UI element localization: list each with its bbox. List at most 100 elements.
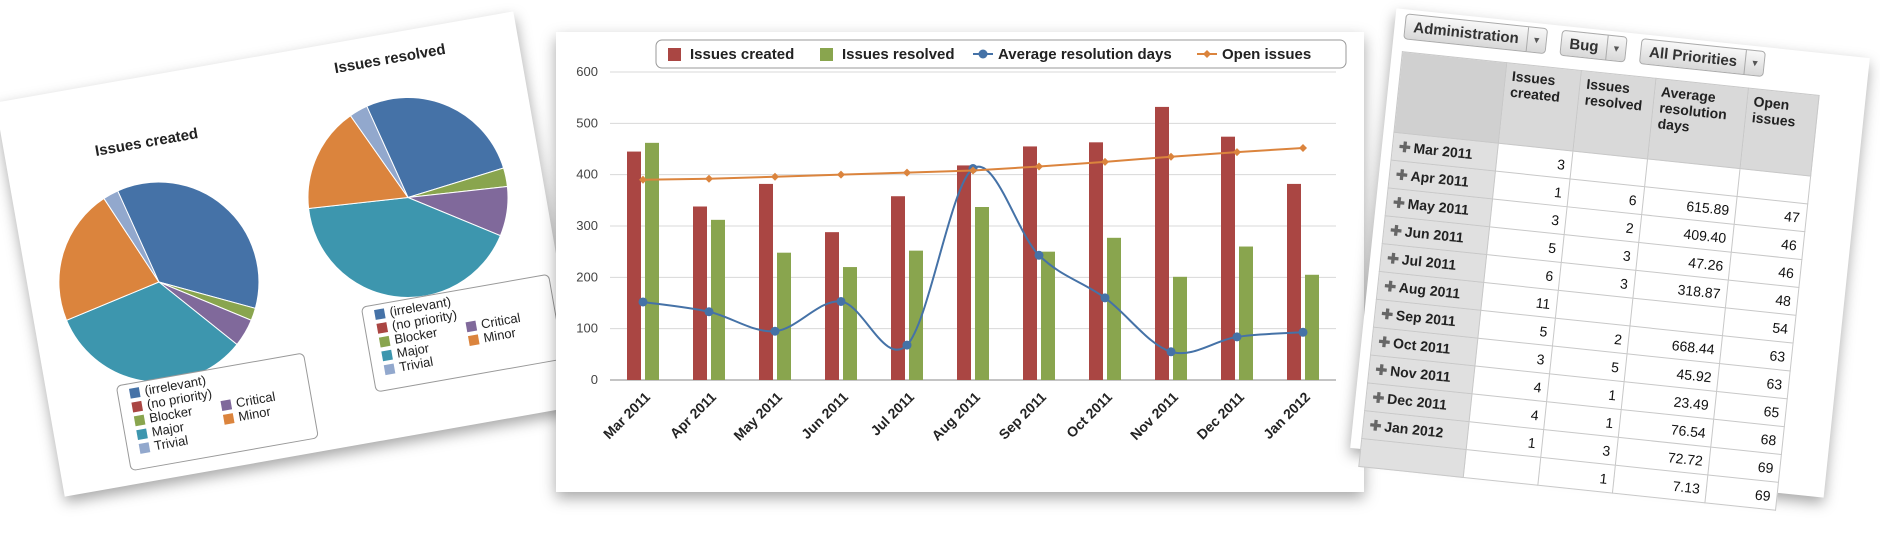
bar-issues-created-nov-2011 [1155,106,1169,380]
pie-1-legend-swatch-no-priority [376,322,389,334]
pie-1-slice-trivial [349,105,409,198]
point-average-resolution-days-may-2011 [770,326,780,336]
point-open-issues-nov-2011 [1167,152,1175,161]
priority-filter-dropdown[interactable]: All Priorities ▼ [1638,38,1767,78]
expand-plus-icon[interactable]: ✚ [1383,277,1397,295]
legend-label-open-issues: Open issues [1222,46,1311,63]
pie-1-slice-irrelevant [366,96,505,199]
point-open-issues-may-2011 [771,172,779,181]
bar-issues-created-mar-2011 [627,151,641,380]
issue-type-filter-label: Bug [1568,35,1600,56]
y-tick-label: 200 [576,269,598,284]
x-tick-label-jun-2011: Jun 2011 [798,389,851,442]
pie-0-slice-irrelevant [117,181,260,309]
col-header-open-issues[interactable]: Open issues [1740,88,1820,177]
pie-legend-box-1 [361,274,564,392]
project-filter-dropdown[interactable]: Administration ▼ [1403,13,1548,55]
point-average-resolution-days-jun-2011 [836,296,846,306]
x-tick-label-nov-2011: Nov 2011 [1127,389,1181,443]
bar-issues-created-dec-2011 [1221,136,1235,380]
pie-1-legend-swatch-irrelevant [374,308,386,320]
point-average-resolution-days-oct-2011 [1100,293,1110,303]
row-label: Sep 2011 [1395,307,1457,330]
row-label: May 2011 [1406,195,1470,218]
expand-plus-icon[interactable]: ✚ [1368,416,1383,435]
issue-type-filter-dropdown[interactable]: Bug ▼ [1559,29,1628,63]
point-open-issues-jul-2011 [903,168,911,177]
bar-issues-resolved-aug-2011 [975,207,989,380]
point-open-issues-dec-2011 [1233,148,1241,157]
row-label: Mar 2011 [1412,139,1474,163]
pie-0-slice-trivial [103,190,160,283]
pie-1-legend-swatch-blocker [378,335,391,348]
expand-plus-icon[interactable]: ✚ [1389,221,1403,240]
pie-0-legend-swatch-no-priority [131,400,143,413]
pie-1-slice-major [308,196,502,298]
bar-issues-resolved-jun-2011 [843,267,857,380]
expand-plus-icon[interactable]: ✚ [1395,166,1409,184]
legend-swatch-issues-created [668,48,681,61]
row-label: Jan 2012 [1383,418,1445,441]
priority-filter-label: All Priorities [1648,43,1739,70]
pie-0-legend-swatch-critical [220,399,233,411]
x-tick-label-aug-2011: Aug 2011 [928,389,983,444]
point-average-resolution-days-jul-2011 [902,340,912,350]
point-open-issues-sep-2011 [1035,162,1043,171]
pie-1-slice-minor [307,114,409,210]
legend-marker-open-issues [1203,50,1211,58]
x-tick-label-dec-2011: Dec 2011 [1193,389,1247,443]
bar-issues-created-jan-2012 [1287,183,1301,380]
pie-1-legend-swatch-critical [465,320,478,333]
expand-plus-icon[interactable]: ✚ [1380,305,1394,323]
y-tick-label: 600 [576,64,598,79]
pie-0-legend-swatch-major [136,428,148,441]
point-average-resolution-days-apr-2011 [704,307,714,317]
expand-plus-icon[interactable]: ✚ [1374,361,1389,379]
bar-issues-created-oct-2011 [1089,142,1103,380]
table-body: ✚Mar 2011 3 ✚Apr 2011 1 6 615.89 47 ✚May 2011 3 2… [1358,132,1811,511]
pie-legend-box-0 [116,353,319,471]
x-tick-label-jan-2012: Jan 2012 [1260,389,1313,442]
x-tick-label-sep-2011: Sep 2011 [995,389,1049,443]
expand-plus-icon[interactable]: ✚ [1371,389,1386,407]
pie-1-legend-label-trivial: Trivial [398,354,434,375]
bar-issues-resolved-nov-2011 [1173,276,1187,380]
y-tick-label: 100 [576,321,598,336]
bar-issues-resolved-dec-2011 [1239,246,1253,380]
legend-label-issues-resolved: Issues resolved [842,46,955,63]
bar-issues-created-apr-2011 [693,206,707,380]
bar-issues-created-aug-2011 [957,165,971,380]
col-header-avg-resolution-days[interactable]: Average resolution days [1647,78,1749,169]
y-tick-label: 300 [576,218,598,233]
cell-open: 69 [1704,474,1779,511]
issues-pivot-table-panel: Administration ▼ Bug ▼ All Priorities ▼ … [1350,8,1870,511]
pie-1-legend-label-minor: Minor [482,325,517,346]
point-open-issues-jun-2011 [837,170,845,179]
point-average-resolution-days-mar-2011 [638,297,648,307]
row-label: Oct 2011 [1392,334,1452,357]
corner-header-cell [1393,51,1507,144]
pie-0-slice-minor [58,197,160,321]
pie-1-legend-label-major: Major [396,340,431,361]
col-header-issues-created[interactable]: Issues created [1498,62,1582,152]
col-header-issues-resolved[interactable]: Issues resolved [1572,70,1657,159]
pie-title-0: Issues created [94,125,200,160]
legend-label-average-resolution-days: Average resolution days [998,46,1172,63]
expand-plus-icon[interactable]: ✚ [1386,249,1400,267]
expand-plus-icon[interactable]: ✚ [1392,194,1406,212]
y-tick-label: 400 [576,167,598,182]
expand-plus-icon[interactable]: ✚ [1398,138,1412,156]
pie-1-legend-swatch-trivial [383,363,396,376]
bar-issues-resolved-oct-2011 [1107,237,1121,380]
point-open-issues-apr-2011 [705,174,713,183]
y-tick-label: 0 [591,372,598,387]
expand-plus-icon[interactable]: ✚ [1377,333,1392,351]
pie-0-legend-swatch-irrelevant [128,387,141,399]
point-open-issues-jan-2012 [1299,143,1307,152]
pivot-table: Issues created Issues resolved Average r… [1358,51,1820,511]
bar-issues-resolved-mar-2011 [645,142,659,380]
row-label: Jun 2011 [1404,223,1465,246]
legend-marker-average-resolution-days [978,49,988,59]
x-tick-label-oct-2011: Oct 2011 [1063,389,1115,441]
chevron-down-icon: ▼ [1525,27,1547,54]
